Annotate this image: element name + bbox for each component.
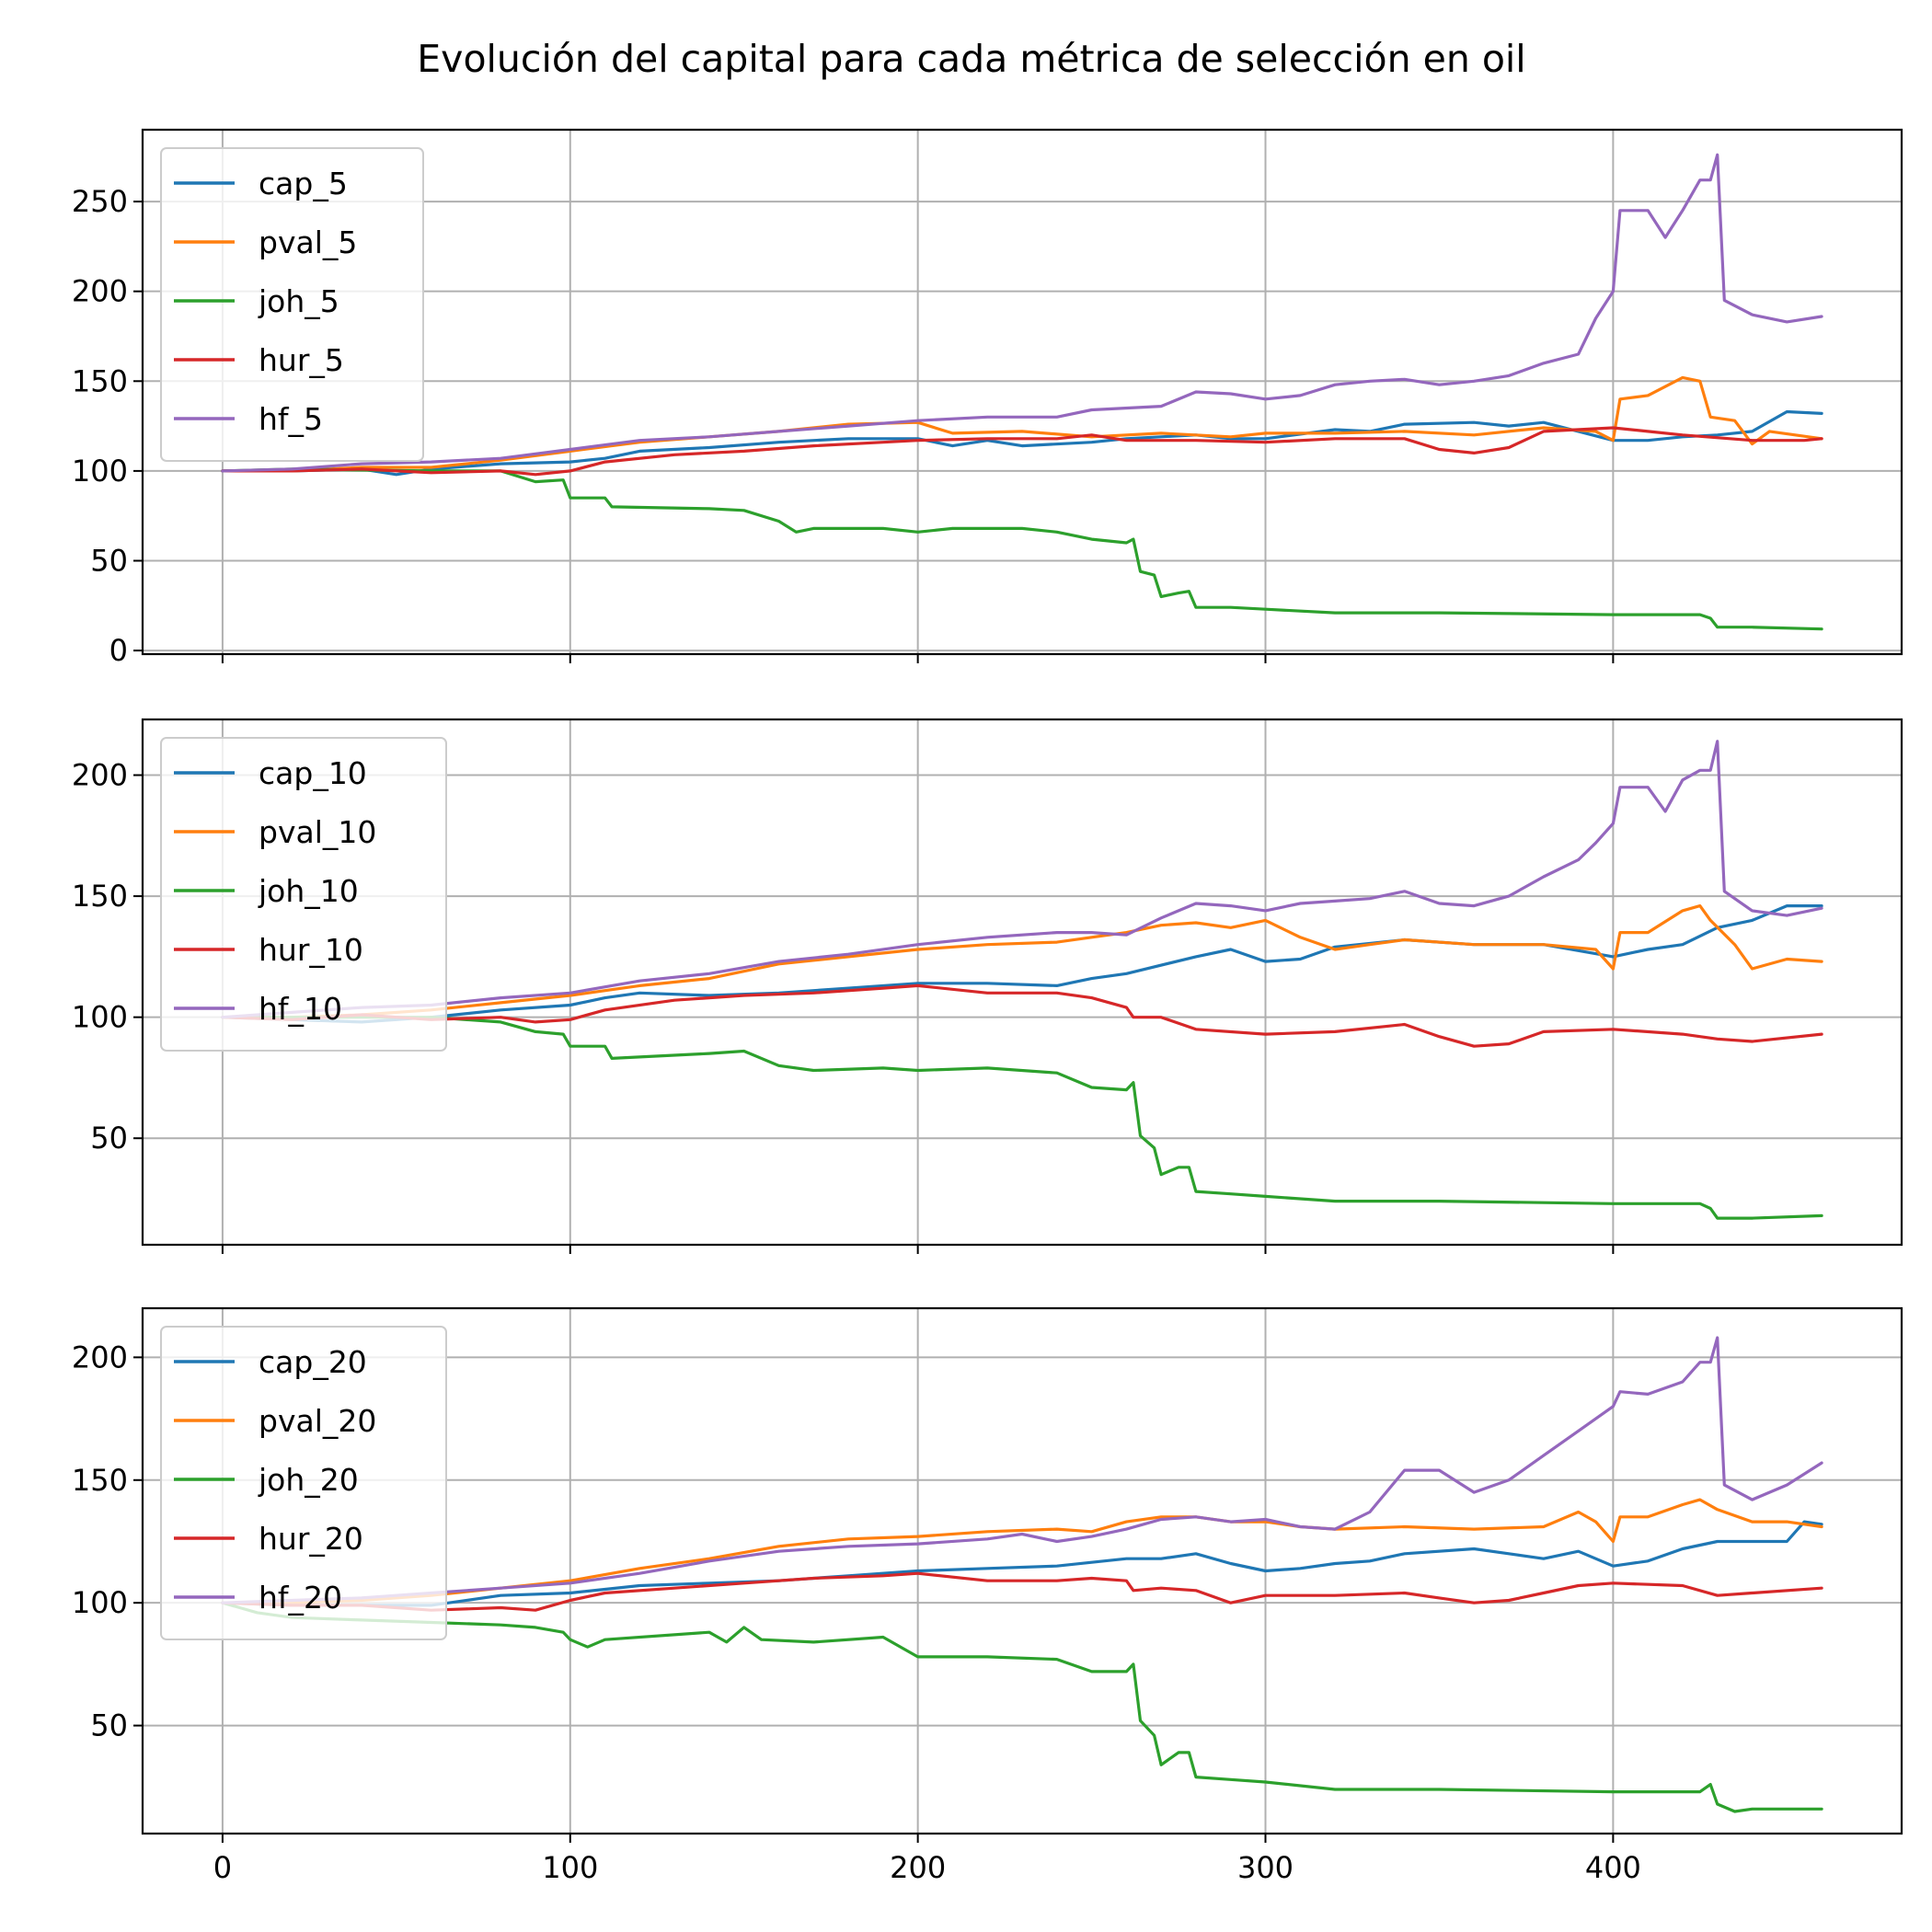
legend: cap_5 pval_5 joh_5 hur_5 hf_5	[160, 147, 424, 462]
x-tick-label: 200	[890, 1850, 946, 1885]
series-line-joh_5	[221, 467, 1823, 631]
legend-label-hf_5: hf_5	[259, 401, 323, 437]
legend-box	[160, 1326, 447, 1640]
y-tick-label: 150	[72, 879, 128, 914]
y-tick-label: 50	[90, 1121, 128, 1156]
legend-box	[160, 147, 424, 462]
y-tick-label: 200	[72, 758, 128, 793]
y-tick-label: 250	[72, 184, 128, 219]
y-tick-label: 50	[90, 1708, 128, 1743]
legend-box	[160, 737, 447, 1052]
series-line-joh_10	[221, 1016, 1823, 1220]
series-line-hf_10	[221, 740, 1823, 1019]
series-line-hf_20	[221, 1336, 1823, 1604]
legend-label-cap_20: cap_20	[259, 1344, 367, 1380]
legend-label-joh_20: joh_20	[258, 1462, 359, 1498]
axes-frame	[141, 128, 1903, 656]
chart-title: Evolución del capital para cada métrica …	[417, 37, 1525, 81]
series-line-cap_10	[221, 904, 1823, 1024]
legend-label-hur_20: hur_20	[259, 1521, 363, 1557]
y-tick-label: 200	[72, 1340, 128, 1374]
legend-label-hur_10: hur_10	[259, 932, 363, 968]
axes-frame	[141, 718, 1903, 1247]
series-group	[221, 153, 1823, 631]
y-tick-label: 50	[90, 543, 128, 578]
legend: cap_20 pval_20 joh_20 hur_20 hf_20	[160, 1326, 447, 1640]
legend-label-joh_5: joh_5	[258, 283, 339, 319]
series-line-hur_5	[221, 426, 1823, 477]
legend-label-pval_10: pval_10	[259, 814, 376, 850]
legend: cap_10 pval_10 joh_10 hur_10 hf_10	[160, 737, 447, 1052]
subplot-3: 50 100 150 200 0 100 200 300 400 cap_20 pval_20joh…	[72, 1306, 1903, 1885]
y-tick-label: 150	[72, 363, 128, 398]
y-tick-label: 100	[72, 454, 128, 489]
legend-label-hur_5: hur_5	[259, 342, 344, 378]
series-line-hur_10	[221, 983, 1823, 1048]
series-line-cap_20	[221, 1520, 1823, 1607]
axes-frame	[141, 1306, 1903, 1835]
y-tick-label: 100	[72, 1000, 128, 1035]
subplot-1: 0 50 100 150 200 250 cap_5 pval_5 joh_5 hur_5 hf_5	[72, 128, 1903, 668]
legend-label-pval_5: pval_5	[259, 224, 357, 260]
series-line-pval_10	[221, 904, 1823, 1019]
x-tick-label: 400	[1585, 1850, 1641, 1885]
subplots: 0 50 100 150 200 250 cap_5 pval_5 joh_5 hur_5 hf_5…	[72, 128, 1903, 1885]
series-line-joh_20	[221, 1601, 1823, 1813]
x-tick-label: 0	[213, 1850, 232, 1885]
legend-label-cap_5: cap_5	[259, 166, 348, 201]
y-tick-label: 200	[72, 274, 128, 309]
y-tick-label: 100	[72, 1585, 128, 1620]
series-line-pval_5	[221, 375, 1823, 473]
legend-label-hf_20: hf_20	[259, 1580, 342, 1616]
legend-label-hf_10: hf_10	[259, 991, 342, 1027]
series-group	[221, 1336, 1823, 1813]
series-line-cap_5	[221, 409, 1823, 477]
y-tick-label: 150	[72, 1463, 128, 1498]
series-line-hf_5	[221, 153, 1823, 473]
legend-label-pval_20: pval_20	[259, 1403, 376, 1439]
series-group	[221, 740, 1823, 1220]
legend-label-joh_10: joh_10	[258, 873, 359, 909]
series-line-hur_20	[221, 1571, 1823, 1612]
y-tick-label: 0	[109, 633, 128, 668]
legend-label-cap_10: cap_10	[259, 755, 367, 791]
x-tick-label: 300	[1237, 1850, 1294, 1885]
subplot-2: 50 100 150 200 cap_10 pval_10 joh_10 hur_10 hf_1…	[72, 718, 1903, 1254]
x-tick-label: 100	[542, 1850, 598, 1885]
